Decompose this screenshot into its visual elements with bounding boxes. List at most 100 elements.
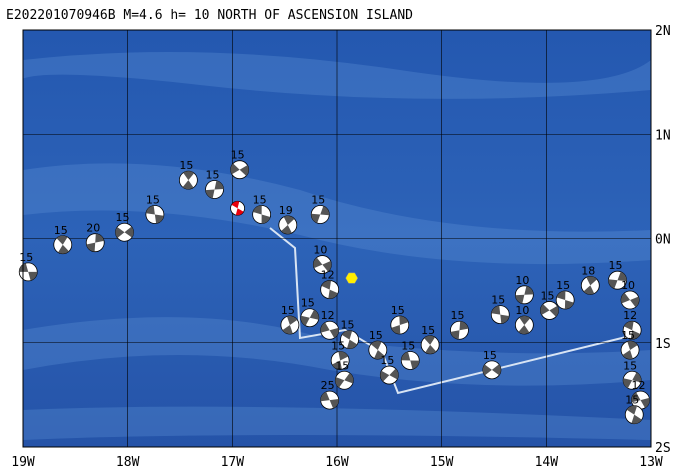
depth-label: 15 xyxy=(483,349,497,362)
lat-label: 1S xyxy=(655,337,671,352)
beachball-quadrant xyxy=(231,201,244,216)
depth-label: 15 xyxy=(301,297,315,310)
event: 19 xyxy=(278,204,298,235)
depth-label: 15 xyxy=(253,194,267,207)
beachball-quadrant xyxy=(115,226,134,238)
depth-label: 15 xyxy=(146,194,160,207)
event: 15 xyxy=(555,279,575,310)
beachball-quadrant xyxy=(182,171,195,190)
depth-label: 19 xyxy=(279,204,293,217)
beachball-quadrant xyxy=(540,304,559,317)
lon-label: 17W xyxy=(221,455,245,470)
event: 18 xyxy=(580,264,600,295)
beachball-quadrant xyxy=(583,276,597,295)
beachball-quadrant xyxy=(391,315,409,335)
main-event xyxy=(230,200,245,216)
depth-label: 10 xyxy=(313,244,327,257)
beachball-quadrant xyxy=(320,391,339,409)
event: 15 xyxy=(490,294,510,325)
depth-label: 15 xyxy=(341,319,355,332)
event: 15 xyxy=(145,194,165,224)
event: 15 xyxy=(205,169,224,199)
event: 25 xyxy=(320,379,340,410)
depth-label: 12 xyxy=(632,379,646,392)
depth-label: 15 xyxy=(19,251,33,264)
beachball-quadrant xyxy=(370,341,385,360)
event: 15 xyxy=(390,304,410,335)
beachball-quadrant xyxy=(205,180,224,199)
event: 12 xyxy=(320,309,340,340)
event: 15 xyxy=(400,339,420,370)
event: 15 xyxy=(622,359,642,390)
beachball-quadrant xyxy=(300,309,319,326)
title: E202201070946B M=4.6 h= 10 NORTH OF ASCE… xyxy=(6,8,413,23)
event: 15 xyxy=(18,251,38,282)
event: 15 xyxy=(53,224,73,255)
beachball-quadrant xyxy=(146,205,164,224)
plate-boundary xyxy=(269,227,631,395)
beachball-quadrant xyxy=(622,341,638,360)
depth-label: 15 xyxy=(116,211,130,224)
beachball-quadrant xyxy=(86,233,104,252)
event: 15 xyxy=(230,149,250,180)
lon-label: 18W xyxy=(116,455,140,470)
event: 15 xyxy=(330,339,350,370)
depth-label: 12 xyxy=(321,269,335,282)
depth-label: 15 xyxy=(421,324,435,337)
beachball-quadrant xyxy=(491,305,510,324)
depth-label: 15 xyxy=(621,329,635,342)
event: 10 xyxy=(312,244,332,274)
event: 15 xyxy=(334,359,354,390)
depth-label: 15 xyxy=(625,394,639,407)
event: 15 xyxy=(450,309,469,340)
event: 15 xyxy=(368,329,388,360)
lon-label: 13W xyxy=(639,455,663,470)
lon-label: 15W xyxy=(430,455,454,470)
beachball-quadrant xyxy=(281,215,295,234)
depth-label: 15 xyxy=(206,169,220,182)
depth-label: 25 xyxy=(321,379,335,392)
event: 15 xyxy=(608,259,627,290)
depth-label: 15 xyxy=(281,304,295,317)
event: 15 xyxy=(482,349,502,380)
depth-label: 15 xyxy=(335,359,349,372)
event: 15 xyxy=(420,324,440,355)
event: 15 xyxy=(252,194,272,224)
beachball-quadrant xyxy=(341,330,358,349)
event: 20 xyxy=(85,222,105,253)
beachball-quadrant xyxy=(515,286,534,304)
depth-label: 10 xyxy=(621,279,635,292)
depth-label: 15 xyxy=(231,149,245,162)
beachball-quadrant xyxy=(608,271,627,289)
frame xyxy=(22,29,652,448)
beachball-quadrant xyxy=(424,335,437,354)
depth-label: 10 xyxy=(515,274,529,287)
lon-label: 16W xyxy=(325,455,349,470)
station xyxy=(345,272,358,284)
beachball-quadrant xyxy=(482,364,501,376)
beachball-quadrant xyxy=(380,368,399,382)
beachball-quadrant xyxy=(624,321,641,340)
event: 15 xyxy=(624,394,644,425)
depth-label: 15 xyxy=(54,224,68,237)
depth-label: 20 xyxy=(86,222,100,235)
event: 15 xyxy=(379,354,399,385)
beachball-quadrant xyxy=(556,290,574,310)
beachball-quadrant xyxy=(631,392,650,408)
beachball-quadrant xyxy=(282,316,298,334)
lat-label: 1N xyxy=(655,128,671,143)
beachball-quadrant xyxy=(311,206,330,223)
depth-label: 15 xyxy=(540,289,554,302)
event: 15 xyxy=(300,297,320,328)
event: 15 xyxy=(340,319,359,350)
event: 12 xyxy=(622,309,642,340)
depth-label: 15 xyxy=(556,279,570,292)
depth-label: 15 xyxy=(380,354,394,367)
depth-label: 18 xyxy=(581,264,595,277)
event: 12 xyxy=(320,269,340,299)
beachball-quadrant xyxy=(320,322,339,338)
beachball-quadrant xyxy=(56,235,69,254)
beachball-quadrant xyxy=(332,351,349,370)
beachball-quadrant xyxy=(623,372,642,389)
